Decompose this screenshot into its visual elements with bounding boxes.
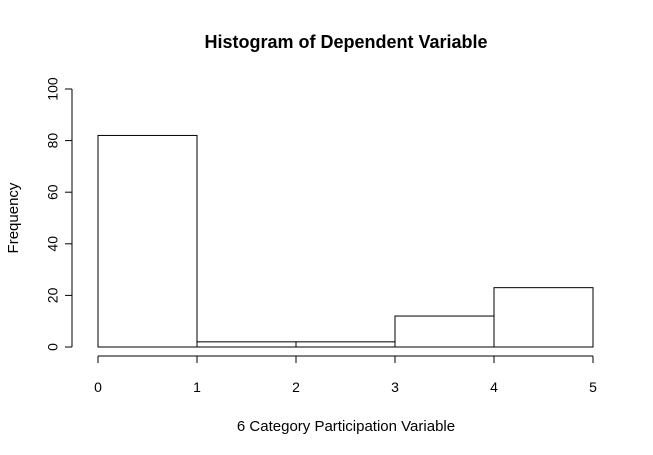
y-tick-label: 0 xyxy=(45,343,61,351)
x-axis-ticks: 0 1 2 3 4 5 xyxy=(94,356,597,395)
y-tick-label: 40 xyxy=(45,236,61,252)
chart-title: Histogram of Dependent Variable xyxy=(204,32,487,52)
histogram-bar xyxy=(196,341,297,348)
y-tick-label: 100 xyxy=(45,77,61,101)
y-axis-label: Frequency xyxy=(5,182,22,253)
y-tick-label: 20 xyxy=(45,287,61,303)
histogram-bar xyxy=(394,315,495,348)
x-tick-label: 2 xyxy=(292,379,300,395)
y-axis-ticks: 0 20 40 60 80 100 xyxy=(45,77,72,351)
histogram-bar xyxy=(493,287,594,348)
y-tick-label: 60 xyxy=(45,184,61,200)
histogram-bar xyxy=(295,341,396,348)
x-axis-label: 6 Category Participation Variable xyxy=(237,418,455,435)
y-tick-label: 80 xyxy=(45,133,61,149)
x-tick-label: 4 xyxy=(490,379,498,395)
x-tick-label: 0 xyxy=(94,379,102,395)
bars-group xyxy=(97,134,594,348)
x-tick-label: 3 xyxy=(391,379,399,395)
histogram-bar xyxy=(97,134,198,348)
x-tick-label: 5 xyxy=(589,379,597,395)
x-tick-label: 1 xyxy=(193,379,201,395)
